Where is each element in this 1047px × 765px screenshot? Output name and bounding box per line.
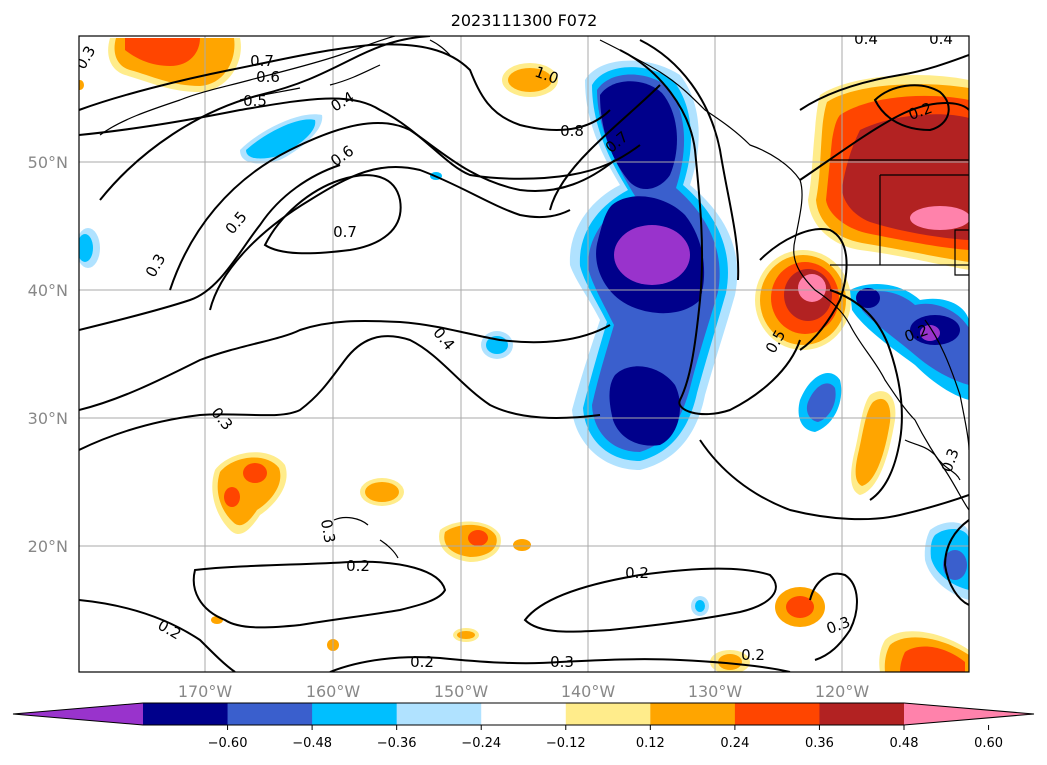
negative-west-1-cyan xyxy=(79,234,93,262)
positive-east-1-orange xyxy=(855,398,891,486)
negative-east-1-purple xyxy=(920,325,940,341)
lon-label: 140°W xyxy=(561,682,616,701)
lon-label: 150°W xyxy=(434,682,489,701)
contour-label: 0.2 xyxy=(625,564,649,582)
lat-lon-grid xyxy=(79,36,969,672)
negative-south-1-cyan xyxy=(695,600,705,612)
latitude-labels: 50°N 40°N 30°N 20°N xyxy=(28,153,68,556)
shaded-fields xyxy=(79,38,969,672)
lat-label: 50°N xyxy=(28,153,68,172)
positive-se-1-red xyxy=(900,646,965,672)
positive-nw-1-red xyxy=(125,38,200,66)
positive-se-3-orange xyxy=(718,654,742,670)
contour-label: 0.7 xyxy=(250,52,274,70)
lon-label: 170°W xyxy=(178,682,233,701)
lat-label: 30°N xyxy=(28,409,68,428)
colorbar-extend-low xyxy=(13,703,143,725)
negative-east-dot xyxy=(856,288,880,308)
contour-label: 0.3 xyxy=(550,653,574,671)
lon-label: 130°W xyxy=(688,682,743,701)
contour-label: 0.7 xyxy=(333,223,357,241)
colorbar-tick-label: −0.48 xyxy=(292,736,332,751)
negative-plume-purple xyxy=(614,225,690,285)
colorbar-segment xyxy=(565,703,651,725)
colorbar-segment xyxy=(481,703,567,725)
positive-sw-1-red-b xyxy=(224,487,240,507)
lon-label: 160°W xyxy=(306,682,361,701)
negative-plume-core-south xyxy=(609,366,680,446)
positive-dot-2 xyxy=(79,80,84,90)
contour-lines xyxy=(79,36,969,672)
colorbar-segment xyxy=(734,703,820,725)
positive-nw-2-orange xyxy=(508,68,552,92)
lat-label: 40°N xyxy=(28,281,68,300)
positive-sw-2-orange xyxy=(365,482,399,502)
colorbar-tick-label: −0.60 xyxy=(208,736,248,751)
colorbar-extend-high xyxy=(904,703,1034,725)
lon-label: 120°W xyxy=(815,682,870,701)
colorbar-tick-label: 0.60 xyxy=(974,736,1003,751)
colorbar-tick-label: −0.12 xyxy=(546,736,586,751)
map-area: 0.3 0.7 0.6 0.5 0.4 1.0 0.8 0.7 0.6 0.5 … xyxy=(79,30,969,672)
colorbar-segment xyxy=(396,703,482,725)
positive-ne-pink xyxy=(910,206,969,230)
longitude-labels: 170°W 160°W 150°W 140°W 130°W 120°W xyxy=(178,682,870,701)
negative-east-3-blue xyxy=(943,550,967,580)
colorbar-tick-label: 0.24 xyxy=(720,736,749,751)
colorbar: −0.60 −0.48 −0.36 −0.24 −0.12 0.12 0.24 0.36 0.4… xyxy=(12,702,1035,751)
map-title: 2023111300 F072 xyxy=(451,11,598,30)
contour-label: 0.3 xyxy=(317,518,339,545)
coastlines xyxy=(99,36,969,559)
contour-label: 0.8 xyxy=(560,122,584,140)
negative-east-2-blue xyxy=(806,383,836,422)
colorbar-tick-label: −0.24 xyxy=(461,736,501,751)
map-frame xyxy=(78,35,970,673)
contour-label: 0.2 xyxy=(410,653,434,671)
colorbar-segment xyxy=(227,703,313,725)
contour-label: 0.5 xyxy=(243,92,267,110)
lat-label: 20°N xyxy=(28,537,68,556)
colorbar-segment xyxy=(312,703,398,725)
contour-label: 0.2 xyxy=(741,646,765,664)
contour-label: 0.6 xyxy=(256,68,280,86)
colorbar-tick-label: 0.12 xyxy=(636,736,665,751)
contour-label: 0.4 xyxy=(854,30,878,48)
colorbar-tick-label: −0.36 xyxy=(377,736,417,751)
positive-s-1-red xyxy=(468,530,488,546)
colorbar-segment xyxy=(819,703,905,725)
positive-sw-1-red-a xyxy=(243,463,267,483)
colorbar-tick-label: 0.48 xyxy=(890,736,919,751)
positive-s-2 xyxy=(513,539,531,551)
colorbar-outline xyxy=(12,702,1035,726)
positive-se-2-red xyxy=(786,596,814,618)
negative-north-1-cyan xyxy=(246,119,316,159)
colorbar-segment xyxy=(650,703,736,725)
positive-s-3-orange xyxy=(457,631,475,639)
contour-label: 0.4 xyxy=(929,30,953,48)
colorbar-tick-label: 0.36 xyxy=(805,736,834,751)
colorbar-segment xyxy=(143,703,229,725)
positive-coast-pink xyxy=(798,274,826,302)
contour-label: 0.2 xyxy=(346,557,370,575)
